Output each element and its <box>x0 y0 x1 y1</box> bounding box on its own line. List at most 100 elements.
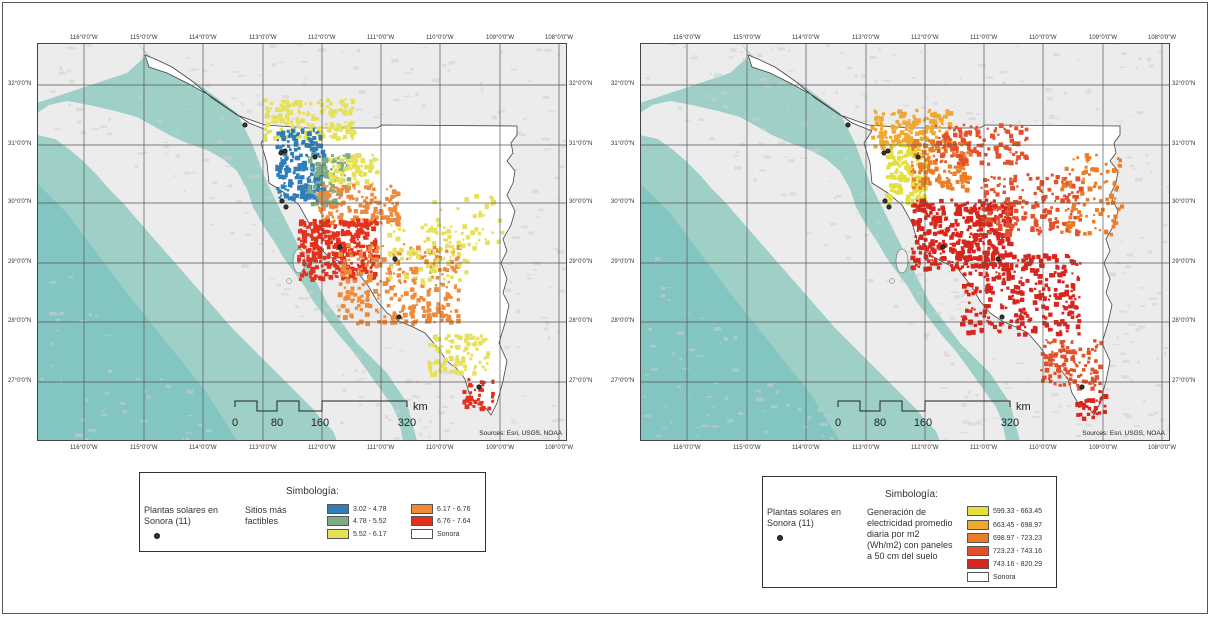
scalebar-label: 80 <box>271 417 283 429</box>
legend-class-label: 743.16 - 820.29 <box>993 560 1043 568</box>
latitude-label: 29°0'0"N <box>8 259 32 265</box>
latitude-label: 31°0'0"N <box>569 141 593 147</box>
longitude-label: 109°0'0"W <box>1089 445 1118 451</box>
latitude-label: 30°0'0"N <box>569 199 593 205</box>
longitude-label: 111°0'0"W <box>970 445 998 451</box>
longitude-label: 116°0'0"W <box>673 35 701 41</box>
map-neatline <box>640 43 1170 441</box>
longitude-label: 115°0'0"W <box>733 445 761 451</box>
latitude-label: 28°0'0"N <box>8 318 32 324</box>
legend-class-sonora: Sonora <box>411 529 460 539</box>
latitude-label: 28°0'0"N <box>569 318 593 324</box>
legend-swatch <box>967 572 989 582</box>
solar-plant-point <box>278 150 284 156</box>
longitude-label: 115°0'0"W <box>130 35 158 41</box>
longitude-label: 116°0'0"W <box>70 35 98 41</box>
solar-plants <box>242 122 482 390</box>
longitude-label: 115°0'0"W <box>733 35 761 41</box>
longitude-label: 113°0'0"W <box>249 35 277 41</box>
longitude-label: 110°0'0"W <box>426 35 454 41</box>
solar-plant-point <box>845 122 851 128</box>
latitude-label: 27°0'0"N <box>611 378 635 384</box>
longitude-label: 114°0'0"W <box>189 445 217 451</box>
scale-bar <box>234 400 408 412</box>
longitude-label: 111°0'0"W <box>367 35 395 41</box>
legend-class: 743.16 - 820.29 <box>967 559 1042 569</box>
solar-plant-point <box>882 198 888 204</box>
sea-deep <box>37 183 237 441</box>
legend-class-label: 4.78 - 5.52 <box>353 517 387 525</box>
longitude-label: 114°0'0"W <box>792 35 820 41</box>
legend-swatch <box>967 559 989 569</box>
latitude-label: 27°0'0"N <box>1172 378 1196 384</box>
scalebar-label: 320 <box>1001 417 1019 429</box>
legend-class-label: 6.17 - 6.76 <box>437 505 471 513</box>
solar-plant-point <box>396 314 402 320</box>
latitude-label: 32°0'0"N <box>1172 81 1196 87</box>
legend-generation: Simbología: Plantas solares en Sonora (1… <box>762 476 1057 588</box>
solar-plant-point <box>337 244 343 250</box>
longitude-label: 116°0'0"W <box>70 445 98 451</box>
longitude-label: 110°0'0"W <box>426 445 454 451</box>
baja-peninsula <box>37 101 403 441</box>
latitude-label: 30°0'0"N <box>1172 199 1196 205</box>
solar-plant-point <box>282 148 288 154</box>
latitude-label: 29°0'0"N <box>611 259 635 265</box>
longitude-label: 111°0'0"W <box>970 35 998 41</box>
longitude-label: 108°0'0"W <box>1148 445 1177 451</box>
legend-class-label: Sonora <box>993 573 1016 581</box>
scalebar-label: 0 <box>835 417 841 429</box>
legend-swatch <box>327 516 349 526</box>
longitude-label: 113°0'0"W <box>852 445 880 451</box>
longitude-label: 116°0'0"W <box>673 445 701 451</box>
longitude-label: 109°0'0"W <box>486 35 515 41</box>
legend-title: Simbología: <box>885 489 938 500</box>
longitude-label: 112°0'0"W <box>308 35 336 41</box>
latitude-label: 27°0'0"N <box>569 378 593 384</box>
longitude-label: 115°0'0"W <box>130 445 158 451</box>
solar-plant-point <box>886 204 892 210</box>
solar-plant-point <box>881 150 887 156</box>
solar-plant-point <box>283 204 289 210</box>
island-tiburon <box>895 248 909 274</box>
scalebar-label: 160 <box>311 417 329 429</box>
legend-class-label: Sonora <box>437 530 460 538</box>
legend-class-label: 723.23 - 743.16 <box>993 547 1043 555</box>
longitude-label: 110°0'0"W <box>1029 35 1057 41</box>
legend-class-label: 663.45 - 698.97 <box>993 521 1043 529</box>
legend-class: 6.76 - 7.64 <box>411 516 470 526</box>
solar-plant-point <box>999 314 1005 320</box>
legend-class-label: 599.33 - 663.45 <box>993 507 1043 515</box>
latitude-label: 28°0'0"N <box>1172 318 1196 324</box>
solar-plant-point <box>995 256 1001 262</box>
map-sources: Sources: Esri, USGS, NOAA <box>479 430 562 437</box>
legend-field-label: Generación de electricidad promedio diar… <box>867 507 953 561</box>
solar-plant-point <box>392 256 398 262</box>
legend-class: 4.78 - 5.52 <box>327 516 386 526</box>
legend-swatch <box>411 516 433 526</box>
island-san-esteban <box>286 278 292 284</box>
latitude-label: 32°0'0"N <box>569 81 593 87</box>
map-panel-feasibility: 0 80 160 320 km Sources: Esri, USGS, NOAA <box>37 43 567 441</box>
latitude-label: 27°0'0"N <box>8 378 32 384</box>
scalebar-label: 0 <box>232 417 238 429</box>
solar-plant-point <box>242 122 248 128</box>
legend-swatch <box>967 520 989 530</box>
solar-plant-symbol <box>777 535 783 541</box>
solar-plant-point <box>476 384 482 390</box>
latitude-label: 30°0'0"N <box>611 199 635 205</box>
legend-swatch <box>967 533 989 543</box>
latitude-label: 31°0'0"N <box>611 141 635 147</box>
solar-plant-point <box>885 148 891 154</box>
longitude-label: 111°0'0"W <box>367 445 395 451</box>
legend-points-label: Plantas solares en Sonora (11) <box>767 507 842 528</box>
longitude-label: 109°0'0"W <box>486 445 515 451</box>
solar-plant-point <box>1079 384 1085 390</box>
legend-swatch <box>411 504 433 514</box>
scale-bar <box>837 400 1011 412</box>
legend-swatch <box>967 546 989 556</box>
map-neatline <box>37 43 567 441</box>
latitude-label: 30°0'0"N <box>8 199 32 205</box>
land-north <box>37 43 147 103</box>
